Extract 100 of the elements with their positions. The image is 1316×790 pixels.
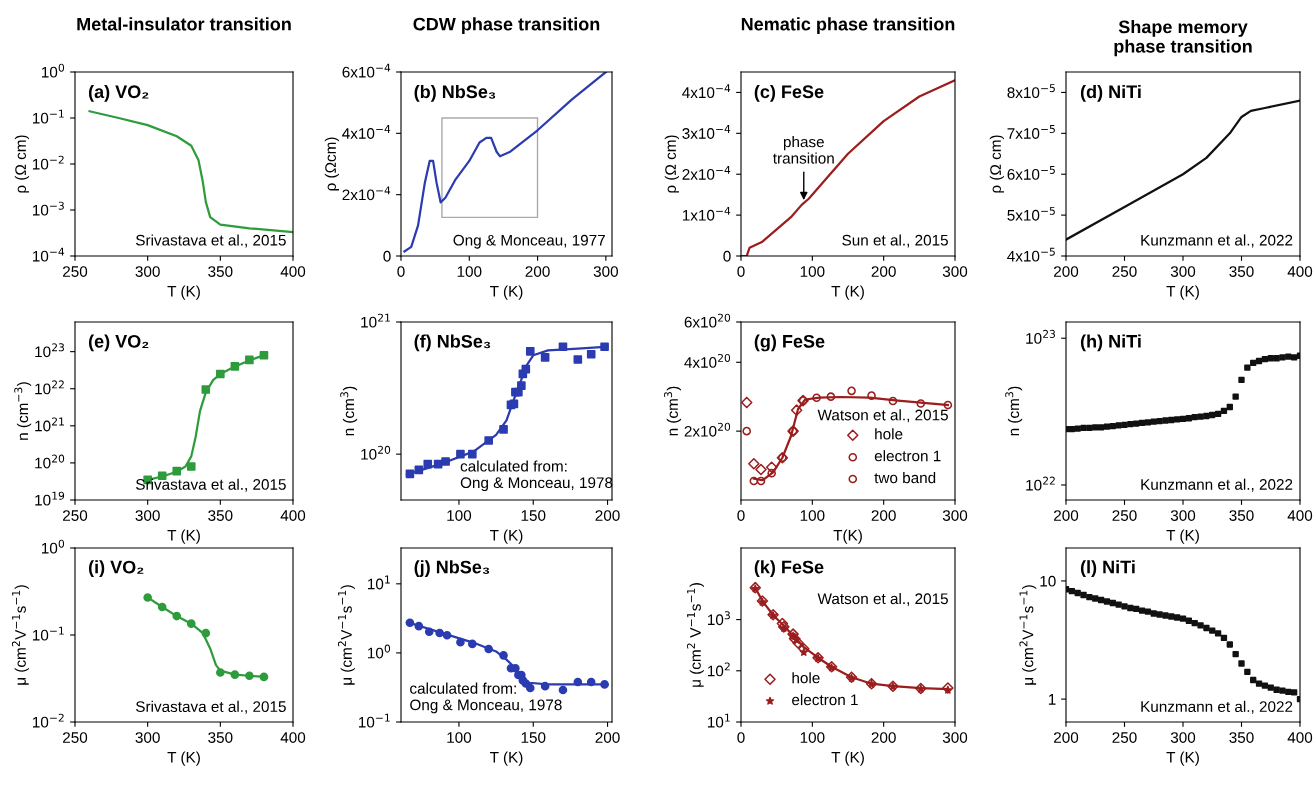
legend-label: two band	[874, 472, 936, 484]
y-tick-label: 10$^{3}$	[708, 611, 730, 626]
y-tick-label: 10$^{22}$	[1026, 476, 1055, 491]
x-tick-label: 350	[208, 732, 233, 743]
y-tick-label: 4x10$^{−4}$	[682, 84, 731, 99]
y-tick-label: 10$^{−3}$	[32, 201, 64, 216]
x-tick-label: 250	[63, 510, 88, 521]
x-tick-label: 200	[595, 510, 620, 521]
annotation: (g) FeSe	[754, 334, 825, 352]
x-tick-label: 0	[737, 732, 745, 743]
x-tick-label: 400	[1287, 732, 1313, 743]
y-tick-label: 10$^{21}$	[361, 313, 390, 328]
x-tick-label: 300	[1170, 266, 1196, 277]
y-tick-label: 10$^{−2}$	[32, 155, 64, 170]
annotation: (k) FeSe	[754, 560, 824, 578]
y-tick-label: 2x10$^{20}$	[684, 422, 731, 437]
y-tick-label: 10$^{−4}$	[32, 247, 65, 262]
x-axis-title: T (K)	[831, 751, 864, 766]
x-tick-label: 300	[942, 266, 968, 277]
annotation: Srivastava et al., 2015	[136, 478, 286, 492]
x-tick-label: 200	[871, 510, 896, 521]
y-tick-label: 8x10$^{−5}$	[1007, 84, 1055, 99]
x-tick-label: 100	[447, 732, 472, 743]
y-axis-title: ρ (Ω cm)	[14, 135, 30, 193]
y-tick-label: 6x10$^{20}$	[684, 313, 731, 328]
y-axis-title: n (cm$^{−3}$)	[14, 382, 32, 440]
x-tick-label: 100	[800, 266, 825, 277]
y-tick-label: 0	[723, 250, 731, 262]
y-tick-label: 10$^{−2}$	[32, 713, 64, 728]
annotation: (f) NbSe₃	[414, 334, 491, 352]
y-tick-label: 2x10$^{−4}$	[342, 186, 391, 201]
y-tick-label: 5x10$^{−5}$	[1007, 206, 1055, 221]
y-axis-title: n (cm$^{3}$)	[340, 386, 358, 436]
annotation: (l) NiTi	[1080, 560, 1135, 578]
x-tick-label: 0	[737, 266, 745, 277]
annotation: calculated from: Ong & Monceau, 1978	[410, 682, 562, 714]
annotation: Kunzmann et al., 2022	[1141, 234, 1293, 248]
x-tick-label: 300	[1170, 732, 1196, 743]
x-tick-label: 200	[1054, 266, 1079, 277]
y-tick-label: 6x10$^{−4}$	[342, 63, 391, 78]
x-tick-label: 250	[63, 732, 88, 743]
y-tick-label: 10$^{20}$	[35, 454, 65, 469]
y-tick-label: 10$^{−1}$	[32, 626, 64, 641]
x-tick-label: 300	[135, 266, 160, 277]
y-axis-title: ρ (Ωcm)	[324, 137, 339, 191]
y-tick-label: 10$^{2}$	[708, 662, 730, 677]
x-tick-label: 150	[521, 510, 546, 521]
x-tick-label: 100	[800, 510, 825, 521]
y-axis-title: ρ (Ω cm)	[664, 135, 679, 193]
y-axis-title: n (cm$^{3}$)	[664, 386, 681, 436]
x-axis-title: T (K)	[490, 529, 523, 544]
annotation: (c) FeSe	[754, 84, 824, 102]
annotation: Watson et al., 2015	[817, 409, 948, 423]
x-tick-label: 200	[871, 732, 896, 743]
y-tick-label: 10$^{−1}$	[32, 109, 64, 124]
x-axis-title: T (K)	[167, 529, 200, 544]
x-tick-label: 400	[1287, 266, 1313, 277]
x-axis-title: T (K)	[1166, 529, 1199, 544]
x-axis-title: T (K)	[490, 285, 523, 300]
x-tick-label: 350	[208, 510, 233, 521]
x-tick-label: 0	[737, 510, 745, 521]
x-tick-label: 200	[871, 266, 896, 277]
y-tick-label: 10$^{−1}$	[358, 713, 390, 728]
annotation: (h) NiTi	[1080, 334, 1141, 352]
x-tick-label: 250	[1112, 266, 1137, 277]
annotation: Kunzmann et al., 2022	[1141, 700, 1293, 714]
y-tick-label: 10$^{0}$	[42, 539, 65, 554]
x-axis-title: T (K)	[1166, 285, 1199, 300]
y-axis-title: μ (cm$^{2}$V$^{−1}$s$^{−1}$)	[337, 585, 355, 685]
x-axis-title: T (K)	[831, 285, 864, 300]
x-tick-label: 300	[593, 266, 618, 277]
y-axis-title: ρ (Ω cm)	[989, 135, 1004, 193]
y-tick-label: 10$^{23}$	[1026, 329, 1055, 344]
annotation: Watson et al., 2015	[817, 592, 948, 606]
x-axis-title: T (K)	[167, 285, 200, 300]
y-tick-label: 10$^{1}$	[708, 713, 730, 728]
annotation: Srivastava et al., 2015	[136, 700, 286, 714]
x-tick-label: 400	[280, 732, 306, 743]
y-tick-label: 4x10$^{20}$	[684, 353, 731, 368]
y-tick-label: 0	[383, 250, 391, 262]
y-tick-label: 10	[1040, 575, 1056, 587]
y-axis-title: μ (cm$^{2}$V$^{−1}$s$^{−1}$)	[11, 585, 29, 685]
annotation: (i) VO₂	[88, 560, 144, 578]
x-tick-label: 100	[800, 732, 825, 743]
legend-label: electron 1	[792, 694, 858, 706]
x-tick-label: 400	[280, 510, 306, 521]
y-tick-label: 4x10$^{−4}$	[342, 125, 391, 139]
x-tick-label: 400	[280, 266, 306, 277]
chart-title: CDW phase transition	[413, 17, 600, 35]
x-tick-label: 350	[1229, 732, 1254, 743]
x-tick-label: 200	[1054, 510, 1079, 521]
annotation: (d) NiTi	[1080, 84, 1141, 102]
y-axis-title: n (cm$^{3}$)	[1005, 386, 1023, 436]
x-tick-label: 100	[457, 266, 482, 277]
y-tick-label: 10$^{1}$	[368, 575, 390, 590]
y-tick-label: 4x10$^{−5}$	[1007, 247, 1055, 262]
x-axis-title: T (K)	[167, 751, 200, 766]
annotation: (e) VO₂	[88, 334, 149, 352]
annotation: Sun et al., 2015	[842, 234, 948, 248]
x-tick-label: 250	[1112, 510, 1137, 521]
